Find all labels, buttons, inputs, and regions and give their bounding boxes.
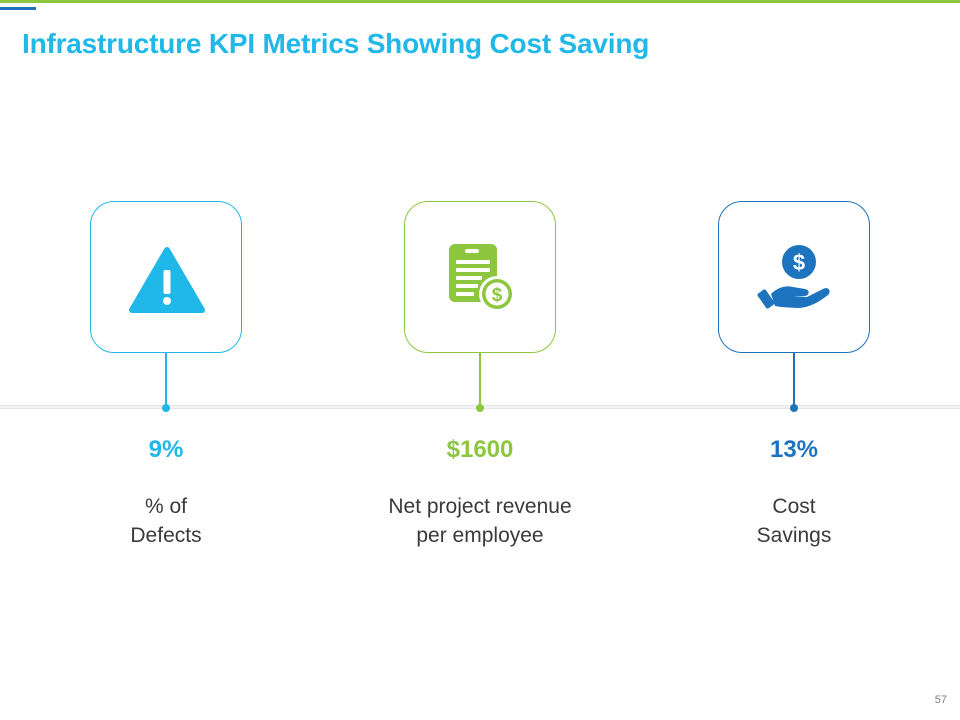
kpi-label-line: Savings: [756, 524, 832, 547]
timeline-dot: [162, 404, 170, 412]
kpi-label-line: per employee: [416, 524, 544, 547]
kpi-net-revenue: $ $1600 Net project revenue per employee: [360, 200, 600, 560]
kpi-card: [90, 201, 242, 353]
kpi-connector: [793, 353, 795, 406]
svg-text:$: $: [793, 250, 805, 275]
kpi-label-line: Net project revenue: [388, 495, 572, 518]
kpi-value: 9%: [148, 436, 184, 463]
top-divider-line: [0, 0, 960, 3]
kpi-label: Cost Savings: [674, 492, 914, 550]
svg-text:$: $: [492, 285, 503, 306]
timeline-dot: [476, 404, 484, 412]
slide-title: Infrastructure KPI Metrics Showing Cost …: [22, 28, 650, 59]
kpi-value: $1600: [446, 436, 514, 463]
kpi-label-line: Cost: [772, 495, 816, 518]
top-accent-bar: [0, 7, 36, 10]
invoice-dollar-icon: $: [449, 244, 515, 312]
kpi-cost-savings: $ 13% Cost Savings: [674, 200, 914, 560]
timeline-dot: [790, 404, 798, 412]
kpi-label-line: Defects: [130, 524, 202, 547]
kpi-label-line: % of: [144, 495, 188, 518]
kpi-label: % of Defects: [46, 492, 286, 550]
kpi-card: $: [718, 201, 870, 353]
kpi-connector: [165, 353, 167, 406]
kpi-defects: 9% % of Defects: [46, 200, 286, 560]
hand-dollar-icon: $: [757, 245, 830, 309]
kpi-label: Net project revenue per employee: [360, 492, 600, 550]
kpi-connector: [479, 353, 481, 406]
kpi-value: 13%: [769, 436, 819, 463]
warning-icon: [129, 247, 205, 313]
page-number: 57: [934, 694, 947, 706]
kpi-card: $: [404, 201, 556, 353]
